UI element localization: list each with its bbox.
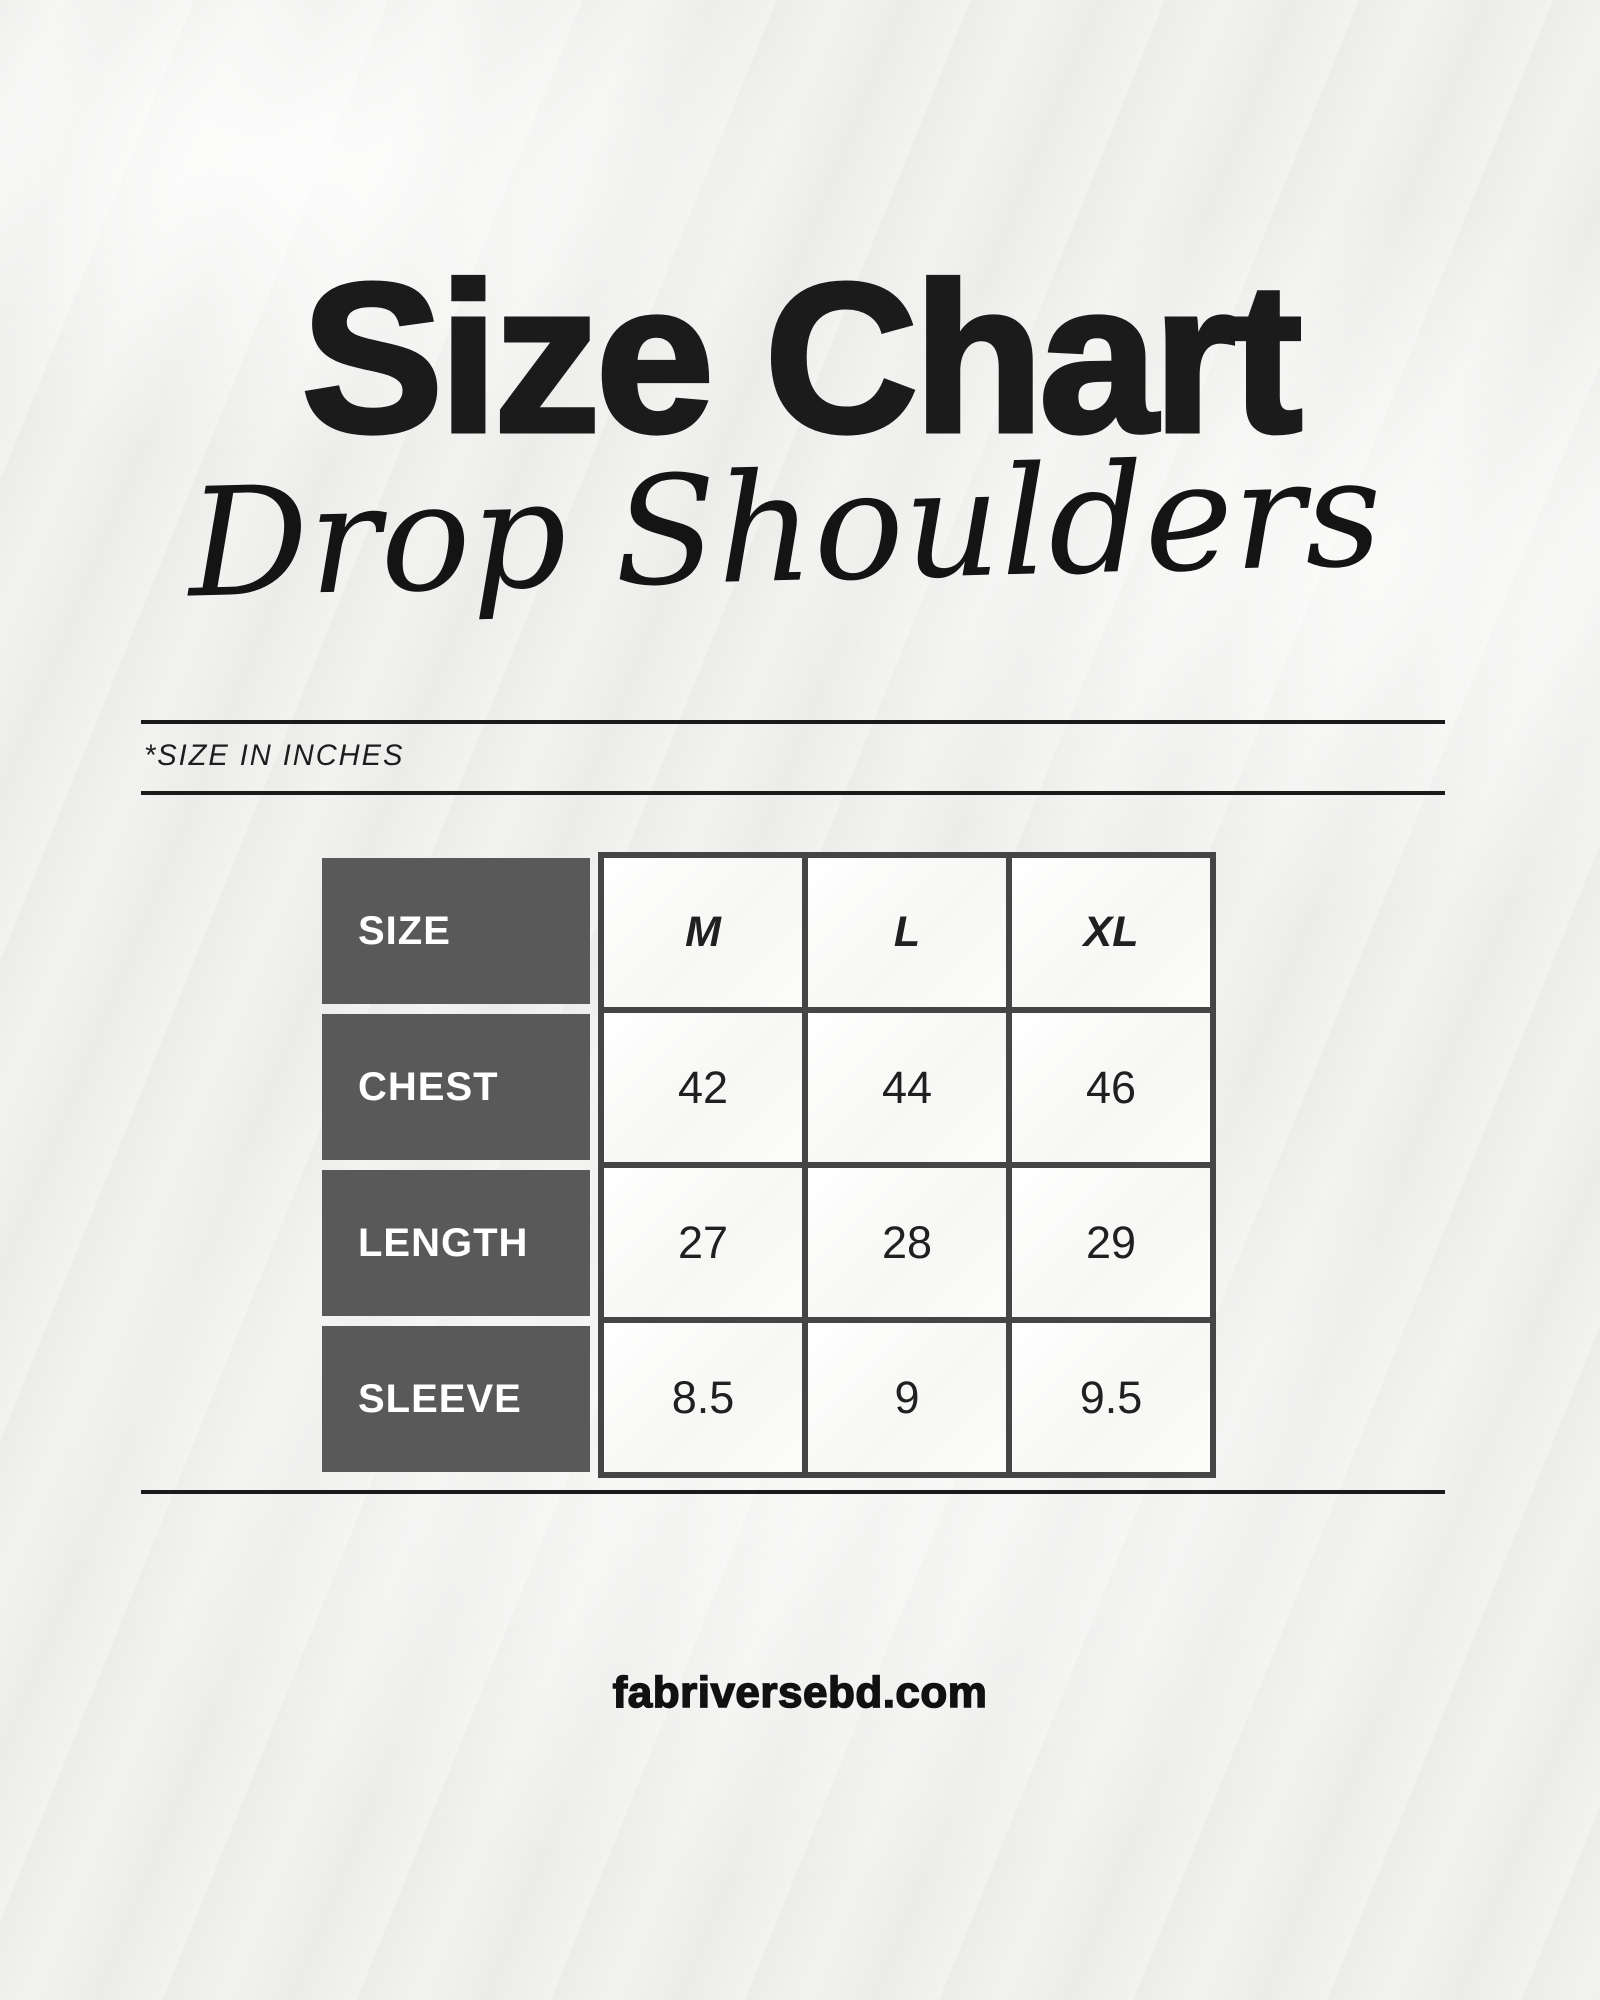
table-row-label-chest: CHEST xyxy=(322,1014,590,1160)
table-cell-sleeve-l: 9 xyxy=(808,1323,1006,1472)
table-cell-length-xl: 29 xyxy=(1012,1168,1210,1317)
table-label-column: SIZE CHEST LENGTH SLEEVE xyxy=(322,858,590,1472)
table-cell-length-m: 27 xyxy=(604,1168,802,1317)
divider-under-note xyxy=(141,791,1445,795)
table-corner-label: SIZE xyxy=(322,858,590,1004)
table-col-header-l: L xyxy=(808,858,1006,1007)
page-title: Size Chart xyxy=(299,239,1305,476)
website-url: fabriversebd.com xyxy=(612,1667,988,1718)
table-cell-sleeve-m: 8.5 xyxy=(604,1323,802,1472)
size-table: SIZE CHEST LENGTH SLEEVE M L XL 42 44 46… xyxy=(322,852,1216,1478)
table-col-header-xl: XL xyxy=(1012,858,1210,1007)
table-row-label-sleeve: SLEEVE xyxy=(322,1326,590,1472)
subtitle-script: Drop Shoulders xyxy=(186,426,1384,632)
table-cell-length-l: 28 xyxy=(808,1168,1006,1317)
divider-top xyxy=(141,720,1445,724)
table-row-label-length: LENGTH xyxy=(322,1170,590,1316)
table-col-header-m: M xyxy=(604,858,802,1007)
table-cell-chest-m: 42 xyxy=(604,1013,802,1162)
units-note: *SIZE IN INCHES xyxy=(144,739,405,772)
table-cell-sleeve-xl: 9.5 xyxy=(1012,1323,1210,1472)
table-values-grid: M L XL 42 44 46 27 28 29 8.5 9 9.5 xyxy=(598,852,1216,1478)
table-cell-chest-xl: 46 xyxy=(1012,1013,1210,1162)
divider-bottom xyxy=(141,1490,1445,1494)
table-cell-chest-l: 44 xyxy=(808,1013,1006,1162)
